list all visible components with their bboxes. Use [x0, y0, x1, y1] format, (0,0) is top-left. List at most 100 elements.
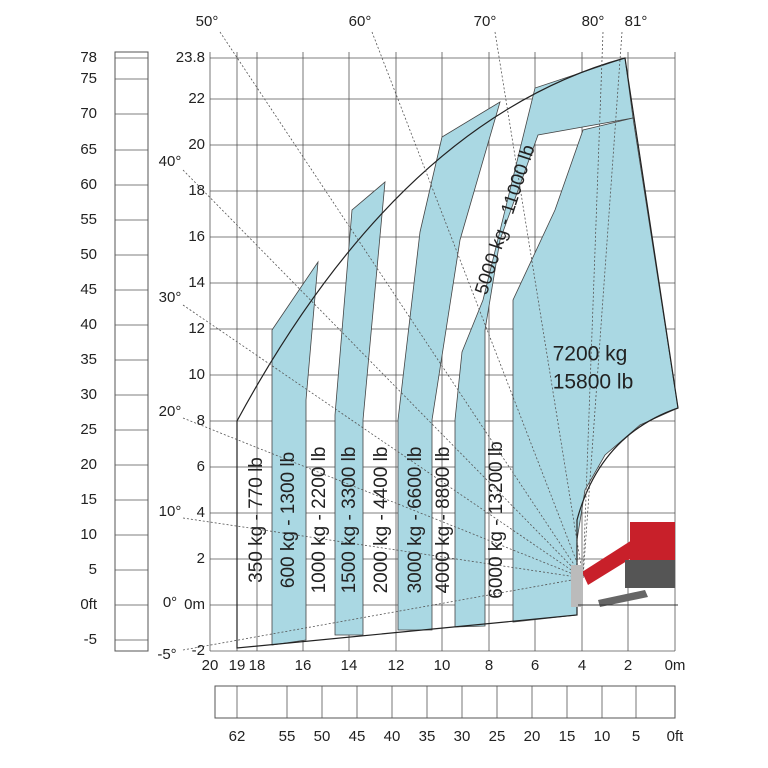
m-label: 22	[188, 90, 205, 107]
angle-ray	[182, 517, 584, 579]
ft-label: 50	[314, 728, 331, 745]
angle-label: 80°	[582, 13, 605, 30]
zone-600	[271, 260, 319, 646]
ft-label: 30	[454, 728, 471, 745]
m-label: 23.8	[176, 49, 205, 66]
angle-rays	[182, 31, 623, 651]
angle-label: 40°	[159, 153, 182, 170]
ft-label: -5	[84, 631, 97, 648]
zone-label: 350 kg - 770 lb	[246, 457, 267, 583]
ft-label: 35	[419, 728, 436, 745]
zone-label: 3000 kg - 6600 lb	[405, 447, 426, 594]
m-label: -2	[192, 642, 205, 659]
m-label: 19	[229, 657, 246, 674]
envelope	[236, 57, 679, 649]
m-label: 4	[197, 504, 205, 521]
zone-label: 1500 kg - 3300 lb	[339, 447, 360, 594]
m-label: 10	[188, 366, 205, 383]
ft-label: 30	[80, 386, 97, 403]
angle-label: 30°	[159, 289, 182, 306]
ft-label: 5	[89, 561, 97, 578]
m-label: 0m	[184, 596, 205, 613]
left-ruler	[114, 51, 149, 652]
ft-label: 25	[80, 421, 97, 438]
ft-label: 55	[80, 211, 97, 228]
ft-label: 45	[349, 728, 366, 745]
angle-ray	[494, 31, 584, 579]
ft-label: 50	[80, 246, 97, 263]
angle-ray	[371, 31, 584, 579]
max-lb: 15800 lb	[553, 371, 634, 394]
m-label: 20	[188, 136, 205, 153]
stabilizer	[598, 590, 648, 607]
ft-label: 15	[559, 728, 576, 745]
m-label: 10	[434, 657, 451, 674]
ft-label: 62	[229, 728, 246, 745]
ft-label: 75	[80, 70, 97, 87]
ft-label: 0ft	[80, 596, 98, 613]
angle-label: 70°	[474, 13, 497, 30]
angle-label: 50°	[196, 13, 219, 30]
m-label: 0m	[665, 657, 686, 674]
bottom-ruler	[214, 685, 676, 719]
ft-label: 35	[80, 351, 97, 368]
m-label: 12	[388, 657, 405, 674]
ft-label: 10	[594, 728, 611, 745]
ft-label: 78	[80, 49, 97, 66]
m-label: 18	[249, 657, 266, 674]
m-label: 4	[578, 657, 586, 674]
m-label: 16	[295, 657, 312, 674]
angle-ray	[582, 31, 623, 579]
angle-ray	[582, 31, 604, 579]
angle-ray	[182, 304, 584, 579]
m-label: 2	[624, 657, 632, 674]
zone-label: 1000 kg - 2200 lb	[309, 447, 330, 594]
zone-3000	[397, 101, 501, 631]
m-label: 14	[341, 657, 358, 674]
m-label: 8	[197, 412, 205, 429]
ft-label: 60	[80, 176, 97, 193]
angle-label: 0°	[163, 594, 177, 611]
machine	[571, 522, 678, 607]
ft-label: 45	[80, 281, 97, 298]
m-label: 6	[531, 657, 539, 674]
ft-label: 10	[80, 526, 97, 543]
ft-label: 0ft	[667, 728, 685, 745]
ft-label: 20	[524, 728, 541, 745]
ft-label: 55	[279, 728, 296, 745]
ft-label: 65	[80, 141, 97, 158]
angle-ray	[182, 169, 584, 579]
angle-label: 10°	[159, 503, 182, 520]
angle-label: 20°	[159, 403, 182, 420]
cab	[630, 522, 675, 567]
angle-label: -5°	[157, 646, 176, 663]
m-label: 16	[188, 228, 205, 245]
zone-label: 2000 kg - 4400 lb	[371, 447, 392, 594]
ft-label: 40	[384, 728, 401, 745]
ft-label: 15	[80, 491, 97, 508]
angle-label: 60°	[349, 13, 372, 30]
zone-label: 6000 kg - 13200 lb	[486, 441, 507, 598]
forks	[571, 565, 583, 607]
ft-label: 40	[80, 316, 97, 333]
m-label: 6	[197, 458, 205, 475]
angle-label: 81°	[625, 13, 648, 30]
zones	[271, 57, 679, 646]
m-label: 18	[188, 182, 205, 199]
angle-ray	[219, 31, 584, 579]
chassis	[625, 560, 675, 588]
m-label: 8	[485, 657, 493, 674]
ft-label: 70	[80, 105, 97, 122]
m-label: 2	[197, 550, 205, 567]
m-label: 12	[188, 320, 205, 337]
max-kg: 7200 kg	[553, 343, 628, 366]
m-label: 20	[202, 657, 219, 674]
ft-label: 20	[80, 456, 97, 473]
ft-label: 25	[489, 728, 506, 745]
zone-label: 4000 kg - 8800 lb	[433, 447, 454, 594]
zone-label: 600 kg - 1300 lb	[278, 452, 299, 588]
m-label: 14	[188, 274, 205, 291]
zone-1500	[334, 181, 386, 636]
ft-label: 5	[632, 728, 640, 745]
